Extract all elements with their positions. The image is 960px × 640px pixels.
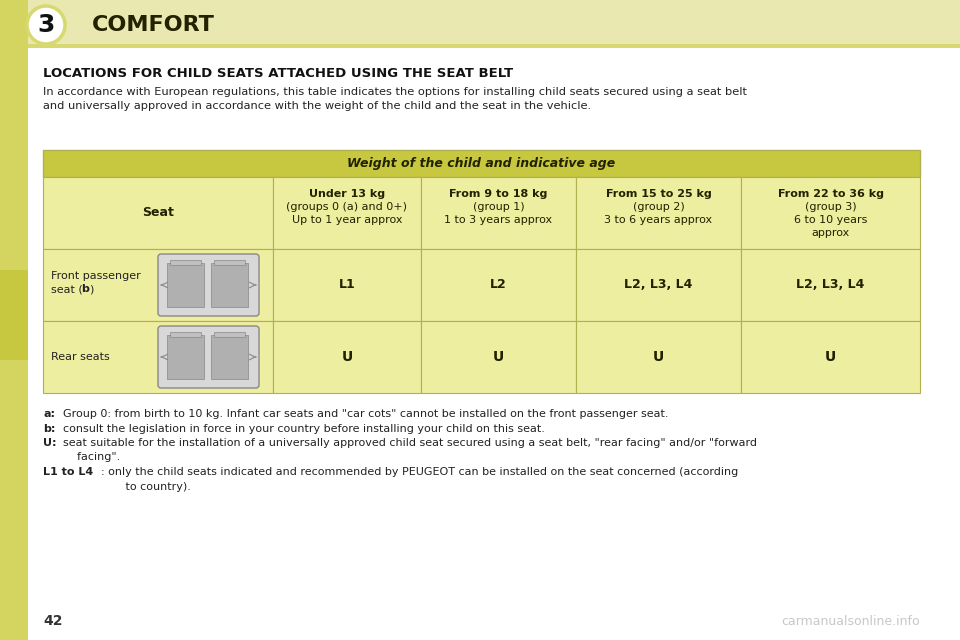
Text: U: U: [825, 350, 836, 364]
Text: approx: approx: [811, 228, 850, 238]
Text: b:: b:: [43, 424, 56, 433]
Text: U: U: [492, 350, 504, 364]
Text: 3: 3: [37, 13, 55, 37]
Bar: [28, 0, 960, 48]
Bar: [576, 177, 741, 249]
Text: and universally approved in accordance with the weight of the child and the seat: and universally approved in accordance w…: [43, 101, 591, 111]
Text: L2, L3, L4: L2, L3, L4: [624, 278, 693, 291]
Text: COMFORT: COMFORT: [92, 15, 215, 35]
Text: LOCATIONS FOR CHILD SEATS ATTACHED USING THE SEAT BELT: LOCATIONS FOR CHILD SEATS ATTACHED USING…: [43, 67, 514, 80]
Bar: [273, 249, 421, 321]
Text: L2: L2: [491, 278, 507, 291]
Bar: [0, 270, 28, 360]
Bar: [576, 249, 741, 321]
Bar: [214, 260, 245, 265]
Text: In accordance with European regulations, this table indicates the options for in: In accordance with European regulations,…: [43, 87, 747, 97]
Text: b: b: [81, 284, 89, 294]
Bar: [0, 0, 28, 640]
Text: Front passenger: Front passenger: [51, 271, 141, 281]
Text: Group 0: from birth to 10 kg. Infant car seats and "car cots" cannot be installe: Group 0: from birth to 10 kg. Infant car…: [63, 409, 668, 419]
Bar: [741, 249, 920, 321]
Text: : only the child seats indicated and recommended by PEUGEOT can be installed on : : only the child seats indicated and rec…: [101, 467, 738, 477]
Text: From 9 to 18 kg: From 9 to 18 kg: [449, 189, 548, 199]
Bar: [170, 332, 201, 337]
Bar: [167, 335, 204, 379]
Text: to country).: to country).: [101, 481, 191, 492]
Bar: [43, 321, 273, 393]
Text: U:: U:: [43, 438, 57, 448]
Text: From 15 to 25 kg: From 15 to 25 kg: [606, 189, 711, 199]
FancyBboxPatch shape: [158, 326, 259, 388]
Text: Weight of the child and indicative age: Weight of the child and indicative age: [348, 157, 615, 170]
Text: (group 3): (group 3): [804, 202, 856, 212]
Text: (group 1): (group 1): [472, 202, 524, 212]
Text: seat (: seat (: [51, 284, 83, 294]
Bar: [211, 335, 248, 379]
Bar: [214, 332, 245, 337]
Text: ): ): [89, 284, 93, 294]
FancyBboxPatch shape: [158, 254, 259, 316]
Text: From 22 to 36 kg: From 22 to 36 kg: [778, 189, 883, 199]
Text: L1 to L4: L1 to L4: [43, 467, 93, 477]
Text: carmanualsonline.info: carmanualsonline.info: [781, 615, 920, 628]
Text: U: U: [342, 350, 352, 364]
Text: seat suitable for the installation of a universally approved child seat secured : seat suitable for the installation of a …: [63, 438, 757, 448]
Text: Seat: Seat: [142, 207, 174, 220]
Ellipse shape: [27, 6, 65, 44]
Bar: [421, 321, 576, 393]
Bar: [421, 177, 576, 249]
Text: U: U: [653, 350, 664, 364]
Text: (group 2): (group 2): [633, 202, 684, 212]
Bar: [741, 321, 920, 393]
Text: Up to 1 year approx: Up to 1 year approx: [292, 215, 402, 225]
Bar: [273, 321, 421, 393]
Text: L1: L1: [339, 278, 355, 291]
Text: a:: a:: [43, 409, 55, 419]
Bar: [43, 177, 273, 249]
Text: consult the legislation in force in your country before installing your child on: consult the legislation in force in your…: [63, 424, 545, 433]
Bar: [741, 177, 920, 249]
Bar: [421, 249, 576, 321]
Bar: [28, 44, 960, 48]
Bar: [211, 263, 248, 307]
Text: (groups 0 (a) and 0+): (groups 0 (a) and 0+): [286, 202, 407, 212]
Bar: [43, 150, 920, 177]
Bar: [273, 177, 421, 249]
Text: 1 to 3 years approx: 1 to 3 years approx: [444, 215, 553, 225]
Text: L2, L3, L4: L2, L3, L4: [796, 278, 865, 291]
Bar: [43, 249, 273, 321]
Text: 42: 42: [43, 614, 62, 628]
Bar: [167, 263, 204, 307]
Text: 6 to 10 years: 6 to 10 years: [794, 215, 867, 225]
Text: Under 13 kg: Under 13 kg: [309, 189, 385, 199]
Text: Rear seats: Rear seats: [51, 352, 109, 362]
Text: facing".: facing".: [63, 452, 120, 463]
Bar: [170, 260, 201, 265]
Bar: [576, 321, 741, 393]
Text: 3 to 6 years approx: 3 to 6 years approx: [605, 215, 712, 225]
